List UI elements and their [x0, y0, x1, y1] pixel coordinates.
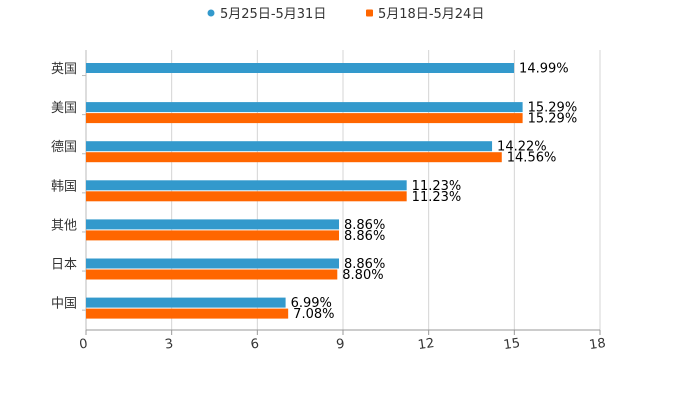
legend-item[interactable]: 5月18日-5月24日 — [366, 7, 484, 22]
x-tick-label: 9 — [335, 337, 345, 353]
labels: 英国 14.99% 美国 15.29%15.29% 德国 14.22%14.56% 韩国 11… — [51, 62, 577, 323]
x-tick-label: 12 — [417, 336, 435, 353]
x-tick-label: 3 — [164, 337, 174, 353]
bar — [86, 102, 523, 113]
data-label: 8.86% — [344, 218, 385, 233]
data-label: 14.22% — [497, 140, 547, 155]
data-label: 11.23% — [412, 190, 462, 205]
legend-marker — [366, 9, 373, 17]
bar — [86, 141, 493, 152]
bar — [86, 230, 340, 241]
x-tick-label: 18 — [588, 336, 606, 353]
bar — [86, 297, 286, 308]
category-label: 韩国 — [51, 179, 77, 194]
category-label: 美国 — [51, 101, 77, 116]
data-label: 15.29% — [528, 101, 578, 116]
data-label: 8.80% — [342, 268, 383, 283]
legend-item[interactable]: 5月25日-5月31日 — [207, 7, 327, 22]
data-label: 7.08% — [293, 307, 334, 322]
data-label: 8.86% — [344, 257, 385, 272]
category-label: 中国 — [51, 297, 77, 312]
category-label: 德国 — [51, 140, 77, 155]
data-label: 15.29% — [528, 112, 578, 127]
data-label: 8.86% — [344, 229, 385, 244]
category-label: 英国 — [51, 62, 77, 77]
data-label: 14.56% — [507, 151, 557, 166]
data-label: 6.99% — [291, 296, 332, 311]
x-tick-label: 15 — [503, 336, 521, 353]
bar — [86, 258, 340, 269]
x-tick-label: 0 — [78, 337, 88, 353]
bar — [86, 63, 515, 73]
data-label: 14.99% — [519, 62, 569, 77]
bar — [86, 152, 502, 163]
bar — [86, 180, 407, 191]
bar — [86, 219, 340, 230]
bars — [86, 63, 523, 319]
legend: 5月25日-5月31日 5月18日-5月24日 — [207, 7, 484, 22]
category-label: 其他 — [51, 218, 77, 233]
legend-label: 5月18日-5月24日 — [378, 7, 484, 22]
bar — [86, 269, 338, 280]
legend-label: 5月25日-5月31日 — [220, 7, 326, 22]
axes: 0 3 6 9 12 15 18 — [78, 50, 607, 353]
bar — [86, 113, 523, 124]
legend-marker — [207, 9, 215, 17]
data-label: 11.23% — [412, 179, 462, 194]
category-label: 日本 — [51, 258, 77, 273]
bar — [86, 308, 289, 319]
x-tick-label: 6 — [250, 337, 260, 353]
bar — [86, 191, 407, 202]
